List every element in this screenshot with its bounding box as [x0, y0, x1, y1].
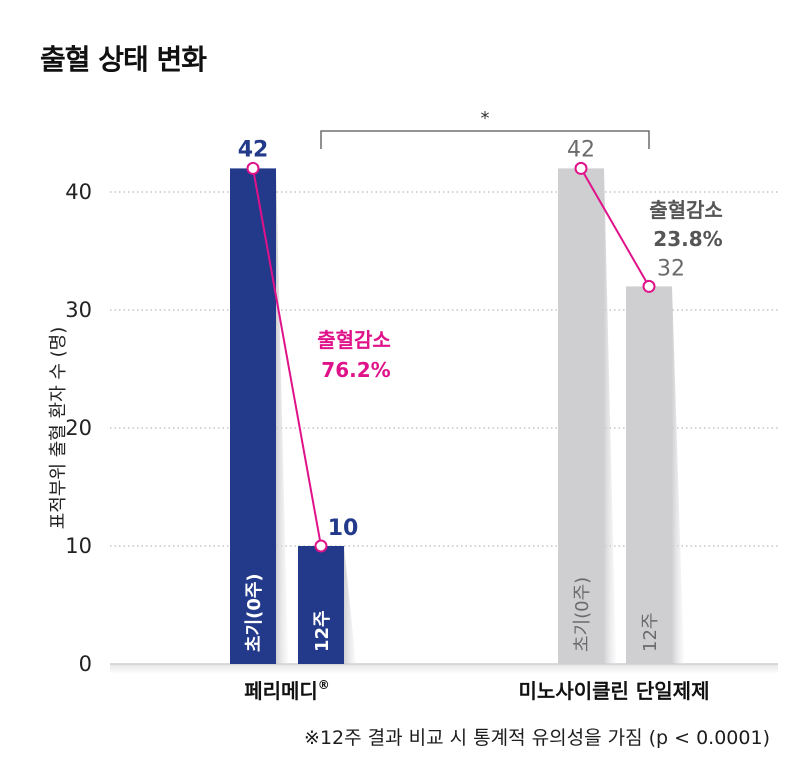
annotation-label: 출혈감소	[317, 328, 391, 352]
bar-shadow	[344, 546, 356, 664]
data-point	[314, 539, 328, 553]
bar	[626, 286, 672, 664]
bar-shadow	[672, 286, 684, 664]
bar-shadow	[604, 168, 616, 664]
annotation-label: 출혈감소	[649, 198, 723, 222]
annotation-value: 76.2%	[321, 358, 390, 382]
category-label: 페리메디®	[244, 678, 330, 703]
y-tick-label: 20	[65, 416, 92, 440]
data-label: 32	[657, 256, 685, 281]
bar-label: 12주	[640, 613, 661, 652]
data-point	[574, 161, 588, 175]
y-tick-label: 0	[79, 652, 92, 676]
data-point	[246, 161, 260, 175]
data-label: 42	[567, 137, 595, 162]
bar	[298, 546, 344, 664]
significance-bracket	[320, 130, 650, 149]
bleeding-chart: 표적부위 출혈 환자 수 (명) 0 10 20 30 40 초기(0주) 12주 42 10 페리…	[48, 108, 778, 703]
significance-marker: *	[481, 108, 490, 129]
bar-shadow	[276, 168, 288, 664]
change-line	[580, 167, 650, 287]
bar-label: 초기(0주)	[244, 573, 265, 652]
y-tick-label: 40	[65, 180, 92, 204]
y-axis-label: 표적부위 출혈 환자 수 (명)	[48, 327, 69, 530]
category-label: 미노사이클린 단일제제	[519, 679, 710, 703]
bar-label: 12주	[312, 610, 333, 652]
data-label: 42	[238, 137, 269, 162]
annotation-value: 23.8%	[653, 227, 722, 251]
data-label: 10	[328, 516, 359, 541]
footnote: ※12주 결과 비교 시 통계적 유의성을 가짐 (p < 0.0001)	[304, 727, 770, 749]
registered-mark: ®	[318, 678, 330, 692]
bar-label: 초기(0주)	[572, 577, 593, 652]
page-title: 출혈 상태 변화	[40, 43, 207, 76]
y-tick-label: 30	[65, 298, 92, 322]
y-tick-label: 10	[65, 534, 92, 558]
data-point	[642, 279, 656, 293]
axis-floor	[110, 664, 778, 674]
change-line	[252, 168, 322, 547]
bar	[558, 168, 604, 664]
